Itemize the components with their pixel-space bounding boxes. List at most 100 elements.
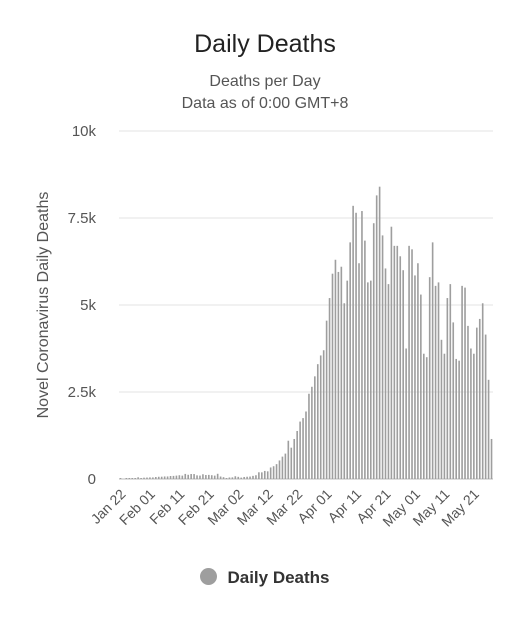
bar[interactable] [237, 476, 240, 479]
bar[interactable] [461, 285, 463, 479]
bar[interactable] [219, 476, 222, 479]
bar[interactable] [405, 348, 407, 480]
bar[interactable] [269, 467, 272, 479]
bar[interactable] [417, 263, 419, 479]
bar[interactable] [328, 298, 331, 479]
bar[interactable] [187, 474, 190, 479]
bar[interactable] [281, 456, 284, 479]
bar[interactable] [316, 364, 319, 479]
bar[interactable] [278, 460, 281, 479]
bar[interactable] [137, 477, 139, 479]
legend[interactable]: Daily Deaths [0, 568, 530, 588]
bar[interactable] [293, 438, 296, 479]
bar[interactable] [275, 464, 278, 479]
bar[interactable] [375, 195, 378, 479]
bar[interactable] [428, 277, 431, 479]
bar[interactable] [390, 226, 393, 479]
bar[interactable] [160, 476, 163, 479]
bar[interactable] [152, 477, 154, 479]
bar[interactable] [422, 353, 425, 479]
bar[interactable] [464, 287, 466, 479]
bar[interactable] [166, 476, 169, 479]
bar[interactable] [296, 430, 298, 479]
bar[interactable] [437, 282, 440, 479]
bar[interactable] [352, 205, 354, 479]
bar[interactable] [208, 474, 210, 479]
bar[interactable] [240, 477, 243, 479]
bar[interactable] [261, 472, 263, 479]
bar[interactable] [302, 418, 304, 479]
bar[interactable] [364, 240, 366, 479]
bar[interactable] [455, 358, 457, 479]
bar[interactable] [408, 245, 410, 479]
bar[interactable] [372, 223, 375, 479]
bar[interactable] [149, 477, 151, 479]
bar[interactable] [358, 263, 360, 479]
bar[interactable] [349, 242, 351, 479]
bar[interactable] [146, 477, 148, 479]
bar[interactable] [190, 474, 192, 479]
bar[interactable] [231, 477, 234, 479]
bar[interactable] [458, 360, 460, 479]
bar[interactable] [140, 478, 142, 479]
bar[interactable] [484, 334, 487, 479]
bar[interactable] [266, 471, 269, 479]
bar[interactable] [346, 280, 349, 479]
bar[interactable] [311, 386, 313, 479]
bar[interactable] [181, 475, 184, 479]
bar[interactable] [434, 285, 437, 479]
bar[interactable] [475, 327, 478, 479]
bar[interactable] [387, 284, 390, 479]
bar[interactable] [131, 478, 134, 479]
bar[interactable] [325, 320, 328, 479]
bar[interactable] [258, 472, 260, 479]
bar[interactable] [210, 475, 213, 479]
bar[interactable] [361, 211, 363, 480]
bar[interactable] [213, 475, 216, 479]
bar[interactable] [249, 476, 251, 479]
bar[interactable] [355, 212, 357, 479]
bar[interactable] [125, 478, 128, 479]
bar[interactable] [381, 235, 384, 479]
bar[interactable] [411, 249, 413, 479]
bar[interactable] [322, 350, 325, 479]
bar[interactable] [420, 294, 422, 479]
bar[interactable] [263, 470, 266, 479]
bar[interactable] [314, 376, 316, 479]
bar[interactable] [367, 282, 369, 479]
bar[interactable] [178, 475, 181, 479]
bar[interactable] [157, 476, 160, 479]
bar[interactable] [305, 411, 307, 479]
bar[interactable] [163, 476, 166, 479]
bar[interactable] [487, 379, 490, 479]
bar[interactable] [155, 477, 157, 479]
bar[interactable] [481, 303, 484, 479]
bar[interactable] [396, 245, 399, 479]
bar[interactable] [452, 322, 455, 479]
bar[interactable] [252, 475, 254, 479]
bar[interactable] [337, 271, 340, 479]
bar[interactable] [319, 355, 322, 479]
bar[interactable] [425, 357, 428, 479]
bar[interactable] [467, 325, 469, 479]
bar[interactable] [473, 353, 475, 479]
bar[interactable] [184, 473, 187, 479]
bar[interactable] [205, 475, 207, 479]
bar[interactable] [193, 474, 195, 479]
bar[interactable] [470, 348, 472, 480]
bar[interactable] [402, 270, 404, 479]
bar[interactable] [446, 298, 449, 479]
bar[interactable] [246, 476, 248, 479]
bar[interactable] [272, 466, 275, 479]
bar[interactable] [431, 242, 434, 479]
bar[interactable] [414, 275, 416, 479]
bar[interactable] [369, 280, 372, 479]
bar[interactable] [134, 478, 137, 479]
bar[interactable] [287, 440, 290, 479]
bar[interactable] [290, 447, 293, 479]
bar[interactable] [143, 477, 145, 479]
bar[interactable] [331, 273, 334, 479]
bar[interactable] [378, 186, 381, 479]
bar[interactable] [196, 475, 198, 479]
bar[interactable] [119, 478, 122, 479]
